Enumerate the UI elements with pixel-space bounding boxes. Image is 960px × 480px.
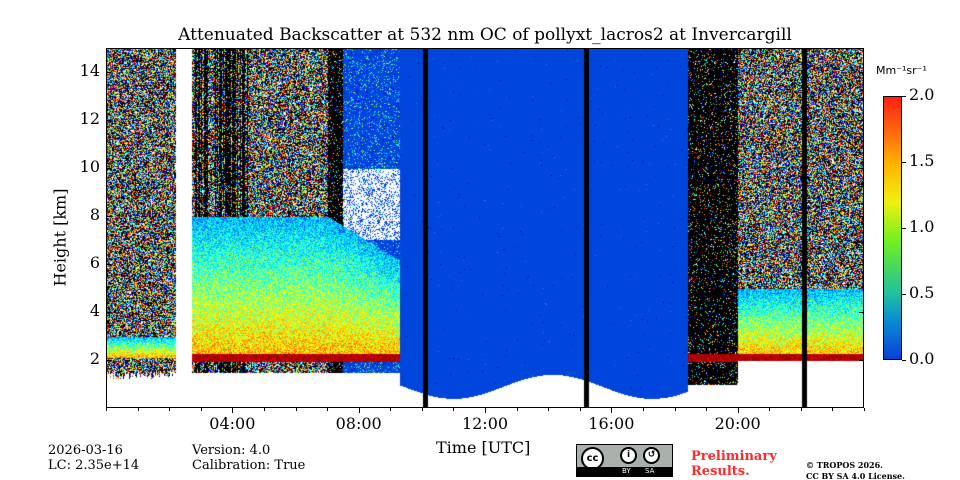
x-minor-tick — [579, 408, 581, 411]
colorbar-tick-label: 0.0 — [909, 349, 935, 368]
x-minor-tick — [358, 408, 360, 411]
sa-share-icon: ↺ — [643, 447, 660, 464]
x-minor-tick — [169, 408, 171, 411]
y-tick-mark — [859, 312, 864, 313]
y-tick-mark — [859, 120, 864, 121]
by-person-icon: i — [620, 447, 637, 464]
colorbar-tick-label: 1.0 — [909, 217, 935, 236]
y-tick-label: 8 — [89, 205, 100, 224]
x-minor-tick — [200, 408, 202, 411]
x-minor-tick — [674, 408, 676, 411]
x-minor-tick — [548, 408, 550, 411]
preliminary-text: Preliminary — [691, 449, 777, 464]
y-tick-mark — [106, 72, 111, 73]
date-label: 2026-03-16 — [48, 443, 123, 458]
x-tick-label: 20:00 — [714, 414, 761, 433]
x-minor-tick — [642, 408, 644, 411]
colorbar-tick — [902, 294, 906, 295]
x-minor-tick — [106, 408, 107, 411]
x-minor-tick — [800, 408, 802, 411]
x-tick-label: 04:00 — [209, 414, 256, 433]
backscatter-heatmap — [106, 48, 864, 408]
y-tick-label: 4 — [89, 301, 100, 320]
y-tick-mark — [859, 360, 864, 361]
y-tick-label: 2 — [89, 349, 100, 368]
cc-bar: BY SA — [577, 467, 672, 476]
colorbar-tick — [902, 228, 906, 229]
y-tick-mark — [106, 216, 111, 217]
y-tick-mark — [106, 120, 111, 121]
x-minor-tick — [295, 408, 297, 411]
y-tick-label: 12 — [79, 109, 100, 128]
y-tick-mark — [106, 264, 111, 265]
y-tick-mark — [106, 168, 111, 169]
x-minor-tick — [390, 408, 392, 411]
results-text: Results. — [691, 464, 750, 479]
y-tick-label: 6 — [89, 253, 100, 272]
license-text: CC BY SA 4.0 License. — [806, 471, 905, 480]
x-tick-label: 16:00 — [588, 414, 635, 433]
x-minor-tick — [706, 408, 708, 411]
calibration-label: Calibration: True — [192, 458, 306, 473]
version-label: Version: 4.0 — [192, 443, 271, 458]
colorbar — [883, 96, 902, 360]
colorbar-tick — [902, 162, 906, 163]
x-minor-tick — [737, 408, 739, 411]
chart-title: Attenuated Backscatter at 532 nm OC of p… — [178, 25, 792, 45]
colorbar-tick-label: 1.5 — [909, 151, 935, 170]
colorbar-tick-label: 0.5 — [909, 283, 935, 302]
x-minor-tick — [137, 408, 139, 411]
colorbar-tick — [902, 96, 906, 97]
cc-sa-text: SA — [645, 467, 655, 475]
x-minor-tick — [327, 408, 329, 411]
y-tick-mark — [106, 360, 111, 361]
x-minor-tick — [232, 408, 234, 411]
x-minor-tick — [769, 408, 771, 411]
x-tick-label: 08:00 — [335, 414, 382, 433]
y-tick-mark — [859, 264, 864, 265]
y-tick-label: 14 — [79, 61, 100, 80]
colorbar-unit: Mm⁻¹sr⁻¹ — [876, 64, 927, 77]
y-tick-label: 10 — [79, 157, 100, 176]
x-minor-tick — [516, 408, 518, 411]
x-minor-tick — [453, 408, 455, 411]
y-axis-label: Height [km] — [50, 188, 70, 287]
x-tick-label: 12:00 — [461, 414, 509, 433]
plot-frame — [106, 48, 864, 408]
x-minor-tick — [421, 408, 423, 411]
cc-by-text: BY — [622, 467, 631, 475]
y-tick-mark — [859, 72, 864, 73]
x-minor-tick — [864, 408, 865, 411]
y-tick-mark — [106, 312, 111, 313]
x-minor-tick — [832, 408, 834, 411]
y-tick-mark — [859, 168, 864, 169]
y-tick-mark — [859, 216, 864, 217]
x-minor-tick — [611, 408, 613, 411]
x-axis-label: Time [UTC] — [436, 438, 531, 457]
colorbar-tick — [902, 360, 906, 361]
colorbar-tick-label: 2.0 — [909, 85, 935, 104]
x-minor-tick — [263, 408, 265, 411]
cc-license-badge: cc i ↺ BY SA — [576, 444, 673, 477]
lc-label: LC: 2.35e+14 — [48, 458, 140, 473]
copyright-text: © TROPOS 2026. — [806, 460, 883, 470]
x-minor-tick — [485, 408, 486, 411]
